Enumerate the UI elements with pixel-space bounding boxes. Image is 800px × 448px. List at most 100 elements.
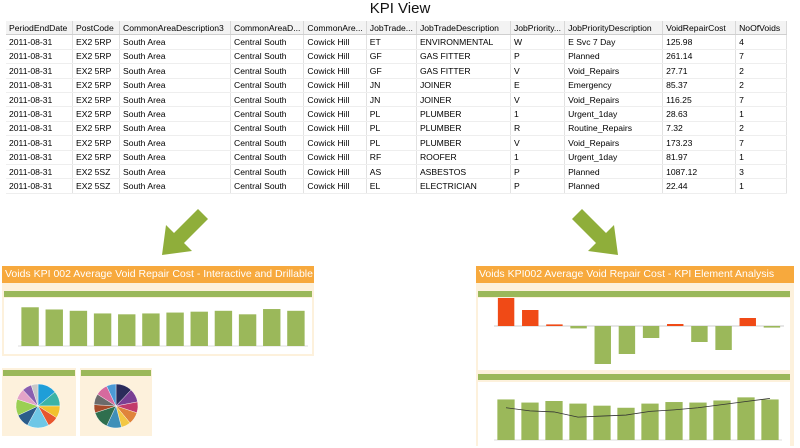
table-row[interactable]: 2011-08-31 EX2 5SZ South Area Central South… [6, 178, 788, 194]
table-cell[interactable]: ENVIRONMENTAL [416, 34, 511, 50]
table-cell[interactable]: Central South [230, 135, 305, 151]
table-cell[interactable]: South Area [119, 49, 231, 65]
table-cell[interactable]: EX2 5RP [72, 92, 120, 108]
table-cell[interactable]: ELECTRICIAN [416, 178, 511, 194]
table-cell[interactable]: JN [366, 78, 417, 93]
table-cell[interactable]: Emergency [564, 78, 664, 93]
column-header[interactable]: CommonAreaD... [230, 21, 305, 36]
table-cell[interactable]: 2011-08-31 [6, 150, 73, 165]
left-bar-chart[interactable] [4, 298, 312, 354]
table-cell[interactable]: Cowick Hill [303, 106, 367, 122]
table-cell[interactable]: South Area [119, 34, 231, 50]
table-row[interactable]: 2011-08-31 EX2 5RP South Area Central South… [6, 63, 788, 79]
table-cell[interactable]: P [510, 164, 566, 180]
table-cell[interactable]: JOINER [416, 92, 511, 108]
pie-chart-2[interactable] [80, 378, 152, 434]
table-row[interactable]: 2011-08-31 EX2 5RP South Area Central South… [6, 106, 788, 122]
table-cell[interactable]: Cowick Hill [303, 49, 367, 65]
table-cell[interactable]: South Area [119, 150, 231, 165]
table-cell[interactable]: 2 [735, 78, 788, 93]
table-cell[interactable]: South Area [119, 92, 231, 108]
table-cell[interactable]: Planned [564, 164, 664, 180]
table-cell[interactable]: 116.25 [662, 92, 737, 108]
table-cell[interactable]: 81.97 [662, 150, 737, 165]
table-cell[interactable]: R [510, 121, 566, 137]
table-cell[interactable]: South Area [119, 106, 231, 122]
table-row[interactable]: 2011-08-31 EX2 5SZ South Area Central South… [6, 164, 788, 180]
table-cell[interactable]: V [510, 135, 566, 151]
table-cell[interactable]: Cowick Hill [303, 178, 367, 194]
table-cell[interactable]: EX2 5RP [72, 150, 120, 165]
table-cell[interactable]: 7 [735, 92, 788, 108]
table-cell[interactable]: Central South [230, 164, 305, 180]
table-cell[interactable]: ASBESTOS [416, 164, 511, 180]
table-cell[interactable]: RF [366, 150, 417, 165]
table-cell[interactable]: Central South [230, 49, 305, 65]
column-header[interactable]: JobTradeDescription [416, 21, 511, 36]
table-cell[interactable]: Central South [230, 63, 305, 79]
column-header[interactable]: NoOfVoids [735, 21, 788, 36]
table-cell[interactable]: 28.63 [662, 106, 737, 122]
table-cell[interactable]: EX2 5RP [72, 34, 120, 50]
table-cell[interactable]: 2011-08-31 [6, 34, 73, 50]
bar-line-combo-chart[interactable] [478, 382, 790, 446]
table-cell[interactable]: 2011-08-31 [6, 92, 73, 108]
table-cell[interactable]: W [510, 34, 566, 50]
table-cell[interactable]: Cowick Hill [303, 121, 367, 137]
table-cell[interactable]: 4 [735, 34, 788, 50]
table-cell[interactable]: EX2 5SZ [72, 178, 120, 194]
table-cell[interactable]: Routine_Repairs [564, 121, 664, 137]
table-cell[interactable]: E Svc 7 Day [564, 34, 664, 50]
table-cell[interactable]: ET [366, 34, 417, 50]
table-cell[interactable]: 1 [735, 178, 788, 194]
table-row[interactable]: 2011-08-31 EX2 5RP South Area Central South… [6, 135, 788, 151]
table-cell[interactable]: 1 [510, 150, 566, 165]
table-cell[interactable]: Cowick Hill [303, 164, 367, 180]
table-row[interactable]: 2011-08-31 EX2 5RP South Area Central South… [6, 92, 788, 108]
table-cell[interactable]: 1 [510, 106, 566, 122]
table-cell[interactable]: 2011-08-31 [6, 106, 73, 122]
table-cell[interactable]: 2011-08-31 [6, 135, 73, 151]
table-cell[interactable]: 2011-08-31 [6, 164, 73, 180]
column-header[interactable]: PeriodEndDate [6, 21, 73, 36]
table-cell[interactable]: PL [366, 121, 417, 137]
column-header[interactable]: CommonAreaDescription3 [119, 21, 231, 36]
table-cell[interactable]: GF [366, 63, 417, 79]
table-cell[interactable]: South Area [119, 164, 231, 180]
table-cell[interactable]: EX2 5RP [72, 78, 120, 93]
table-cell[interactable]: 1 [735, 106, 788, 122]
table-cell[interactable]: EX2 5RP [72, 135, 120, 151]
table-cell[interactable]: PL [366, 106, 417, 122]
column-header[interactable]: PostCode [72, 21, 120, 36]
table-cell[interactable]: 2 [735, 63, 788, 79]
table-cell[interactable]: E [510, 78, 566, 93]
table-cell[interactable]: Cowick Hill [303, 92, 367, 108]
table-cell[interactable]: V [510, 63, 566, 79]
table-cell[interactable]: P [510, 178, 566, 194]
table-cell[interactable]: EX2 5RP [72, 49, 120, 65]
table-cell[interactable]: PLUMBER [416, 135, 511, 151]
table-cell[interactable]: EX2 5SZ [72, 164, 120, 180]
table-cell[interactable]: South Area [119, 63, 231, 79]
table-cell[interactable]: Central South [230, 106, 305, 122]
column-header[interactable]: JobPriorityDescription [564, 21, 664, 36]
table-cell[interactable]: 7 [735, 49, 788, 65]
table-cell[interactable]: Cowick Hill [303, 34, 367, 50]
table-cell[interactable]: Void_Repairs [564, 63, 664, 79]
results-grid[interactable]: PeriodEndDate PostCode CommonAreaDescrip… [6, 21, 788, 194]
table-cell[interactable]: Cowick Hill [303, 63, 367, 79]
table-cell[interactable]: EX2 5RP [72, 63, 120, 79]
table-cell[interactable]: 125.98 [662, 34, 737, 50]
table-cell[interactable]: ROOFER [416, 150, 511, 165]
column-header[interactable]: JobPriority... [510, 21, 566, 36]
table-cell[interactable]: 261.14 [662, 49, 737, 65]
table-cell[interactable]: GAS FITTER [416, 49, 511, 65]
table-cell[interactable]: P [510, 49, 566, 65]
table-cell[interactable]: GAS FITTER [416, 63, 511, 79]
table-cell[interactable]: Central South [230, 78, 305, 93]
table-cell[interactable]: Central South [230, 150, 305, 165]
table-cell[interactable]: PLUMBER [416, 121, 511, 137]
table-cell[interactable]: AS [366, 164, 417, 180]
table-cell[interactable]: South Area [119, 135, 231, 151]
table-cell[interactable]: Central South [230, 92, 305, 108]
